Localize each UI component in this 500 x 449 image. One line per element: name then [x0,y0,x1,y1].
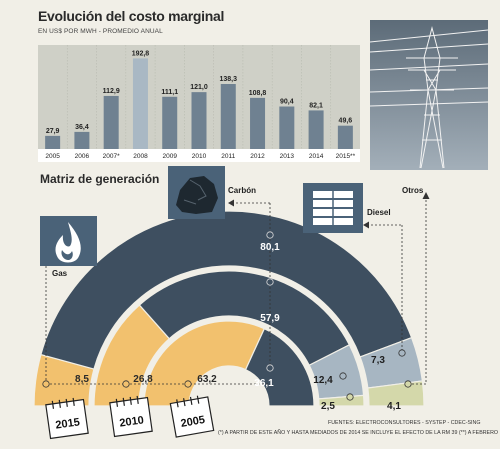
bar-value-label: 111,1 [161,89,178,96]
bar [45,135,61,149]
value-otros-2010: 2,5 [321,401,335,412]
bar-axis-strip [38,149,360,162]
bar-tick-labels: 2005 2006 2007* 2008 2009 2010 2011 2012 2013 201… [45,153,355,160]
bar [191,92,207,149]
value-carbon-2015: 80,1 [260,242,280,253]
otros-dot-2015 [404,380,412,388]
value-carbon-2005: 36,1 [254,378,274,389]
bar-value-label: 112,9 [103,88,120,95]
bar [337,125,353,149]
value-gas-2005: 63,2 [197,374,217,385]
year-badge-2010: 2010 [109,395,153,438]
value-diesel-2015: 7,3 [371,355,385,366]
x-tick-label: 2012 [250,153,265,160]
x-tick-label: 2008 [133,153,148,160]
section-title: Matriz de generación [40,172,160,186]
bar [308,110,324,149]
diesel-arrow [363,221,369,229]
bar [103,95,119,149]
flame-icon [40,216,97,266]
year-label-2015: 2015 [55,416,81,431]
otros-arrow [422,192,430,199]
legend-diesel: Diesel [367,208,391,217]
generation-rings [33,210,425,407]
year-label-2005: 2005 [180,414,206,430]
x-tick-label: 2011 [221,153,235,160]
footer-note: (*) A PARTIR DE ESTE AÑO Y HASTA MEDIADO… [218,429,498,436]
bar-value-label: 192,8 [132,50,150,57]
value-diesel-2010: 12,4 [313,375,333,386]
coal-icon [168,166,225,219]
bar [74,131,90,149]
bar-value-label: 36,4 [75,124,89,131]
leader-lines [45,196,427,385]
power-tower-icon [369,20,489,170]
bar-value-label: 90,4 [280,99,294,106]
legend-otros: Otros [402,186,424,195]
x-tick-label: 2007* [103,153,120,160]
bar [220,83,236,149]
value-otros-2015: 4,1 [387,401,401,412]
ring-slice-gas-2005 [143,320,266,407]
ring-slice-carbon-2010 [138,270,351,367]
ring-slice-carbon-2015 [40,210,413,370]
x-tick-label: 2013 [280,153,295,160]
bar [279,106,295,149]
footer-sources: FUENTES: ELECTROCONSULTORES - SYSTEP - C… [328,420,480,426]
bar-value-label: 121,0 [190,84,208,91]
bar [250,97,266,149]
gas-dot-2015 [42,380,50,388]
year-badge-2005: 2005 [169,395,215,438]
bar-value-label: 138,3 [220,76,238,83]
ring-slice-otros-2015 [367,380,425,407]
legend-carbon: Carbón [228,186,256,195]
oil-barrels-icon [303,183,363,233]
gas-dot-2010 [122,380,130,388]
chart-title: Evolución del costo marginal [38,8,225,24]
bar-value-label: 82,1 [309,102,323,109]
diesel-dot-2015 [398,349,406,357]
diesel-dot-2010 [339,372,347,380]
x-tick-label: 2015** [336,153,356,160]
chart-subtitle: EN US$ POR MWH - PROMEDIO ANUAL [38,28,163,35]
gas-dot-2005 [184,380,192,388]
bar [162,96,178,149]
otros-dot-2010 [346,393,354,401]
x-tick-label: 2009 [162,153,177,160]
x-tick-label: 2010 [192,153,207,160]
year-badge-2015: 2015 [45,397,89,440]
carbon-dot-2015 [266,231,274,239]
connector-dots [42,231,412,401]
bar-gridlines [66,45,332,149]
year-label-2010: 2010 [119,414,145,429]
bar-value-label: 49,6 [339,118,353,125]
legend-gas: Gas [52,269,68,278]
bar [132,58,148,149]
x-tick-label: 2005 [45,153,60,160]
value-gas-2015: 8,5 [75,374,89,385]
value-carbon-2010: 57,9 [260,313,280,324]
x-tick-label: 2014 [309,153,324,160]
x-tick-label: 2006 [75,153,90,160]
carbon-arrow [228,199,234,207]
carbon-dot-2010 [266,278,274,286]
ring-slice-carbon-2005 [244,327,315,407]
bar-value-label: 27,9 [46,128,60,135]
value-gas-2010: 26,8 [133,374,153,385]
bar-value-label: 108,8 [249,90,267,97]
bars-group: 27,9 36,4 112,9 192,8 111,1 121,0 138,3 108,8 90… [45,50,353,149]
carbon-dot-2005 [266,364,274,372]
